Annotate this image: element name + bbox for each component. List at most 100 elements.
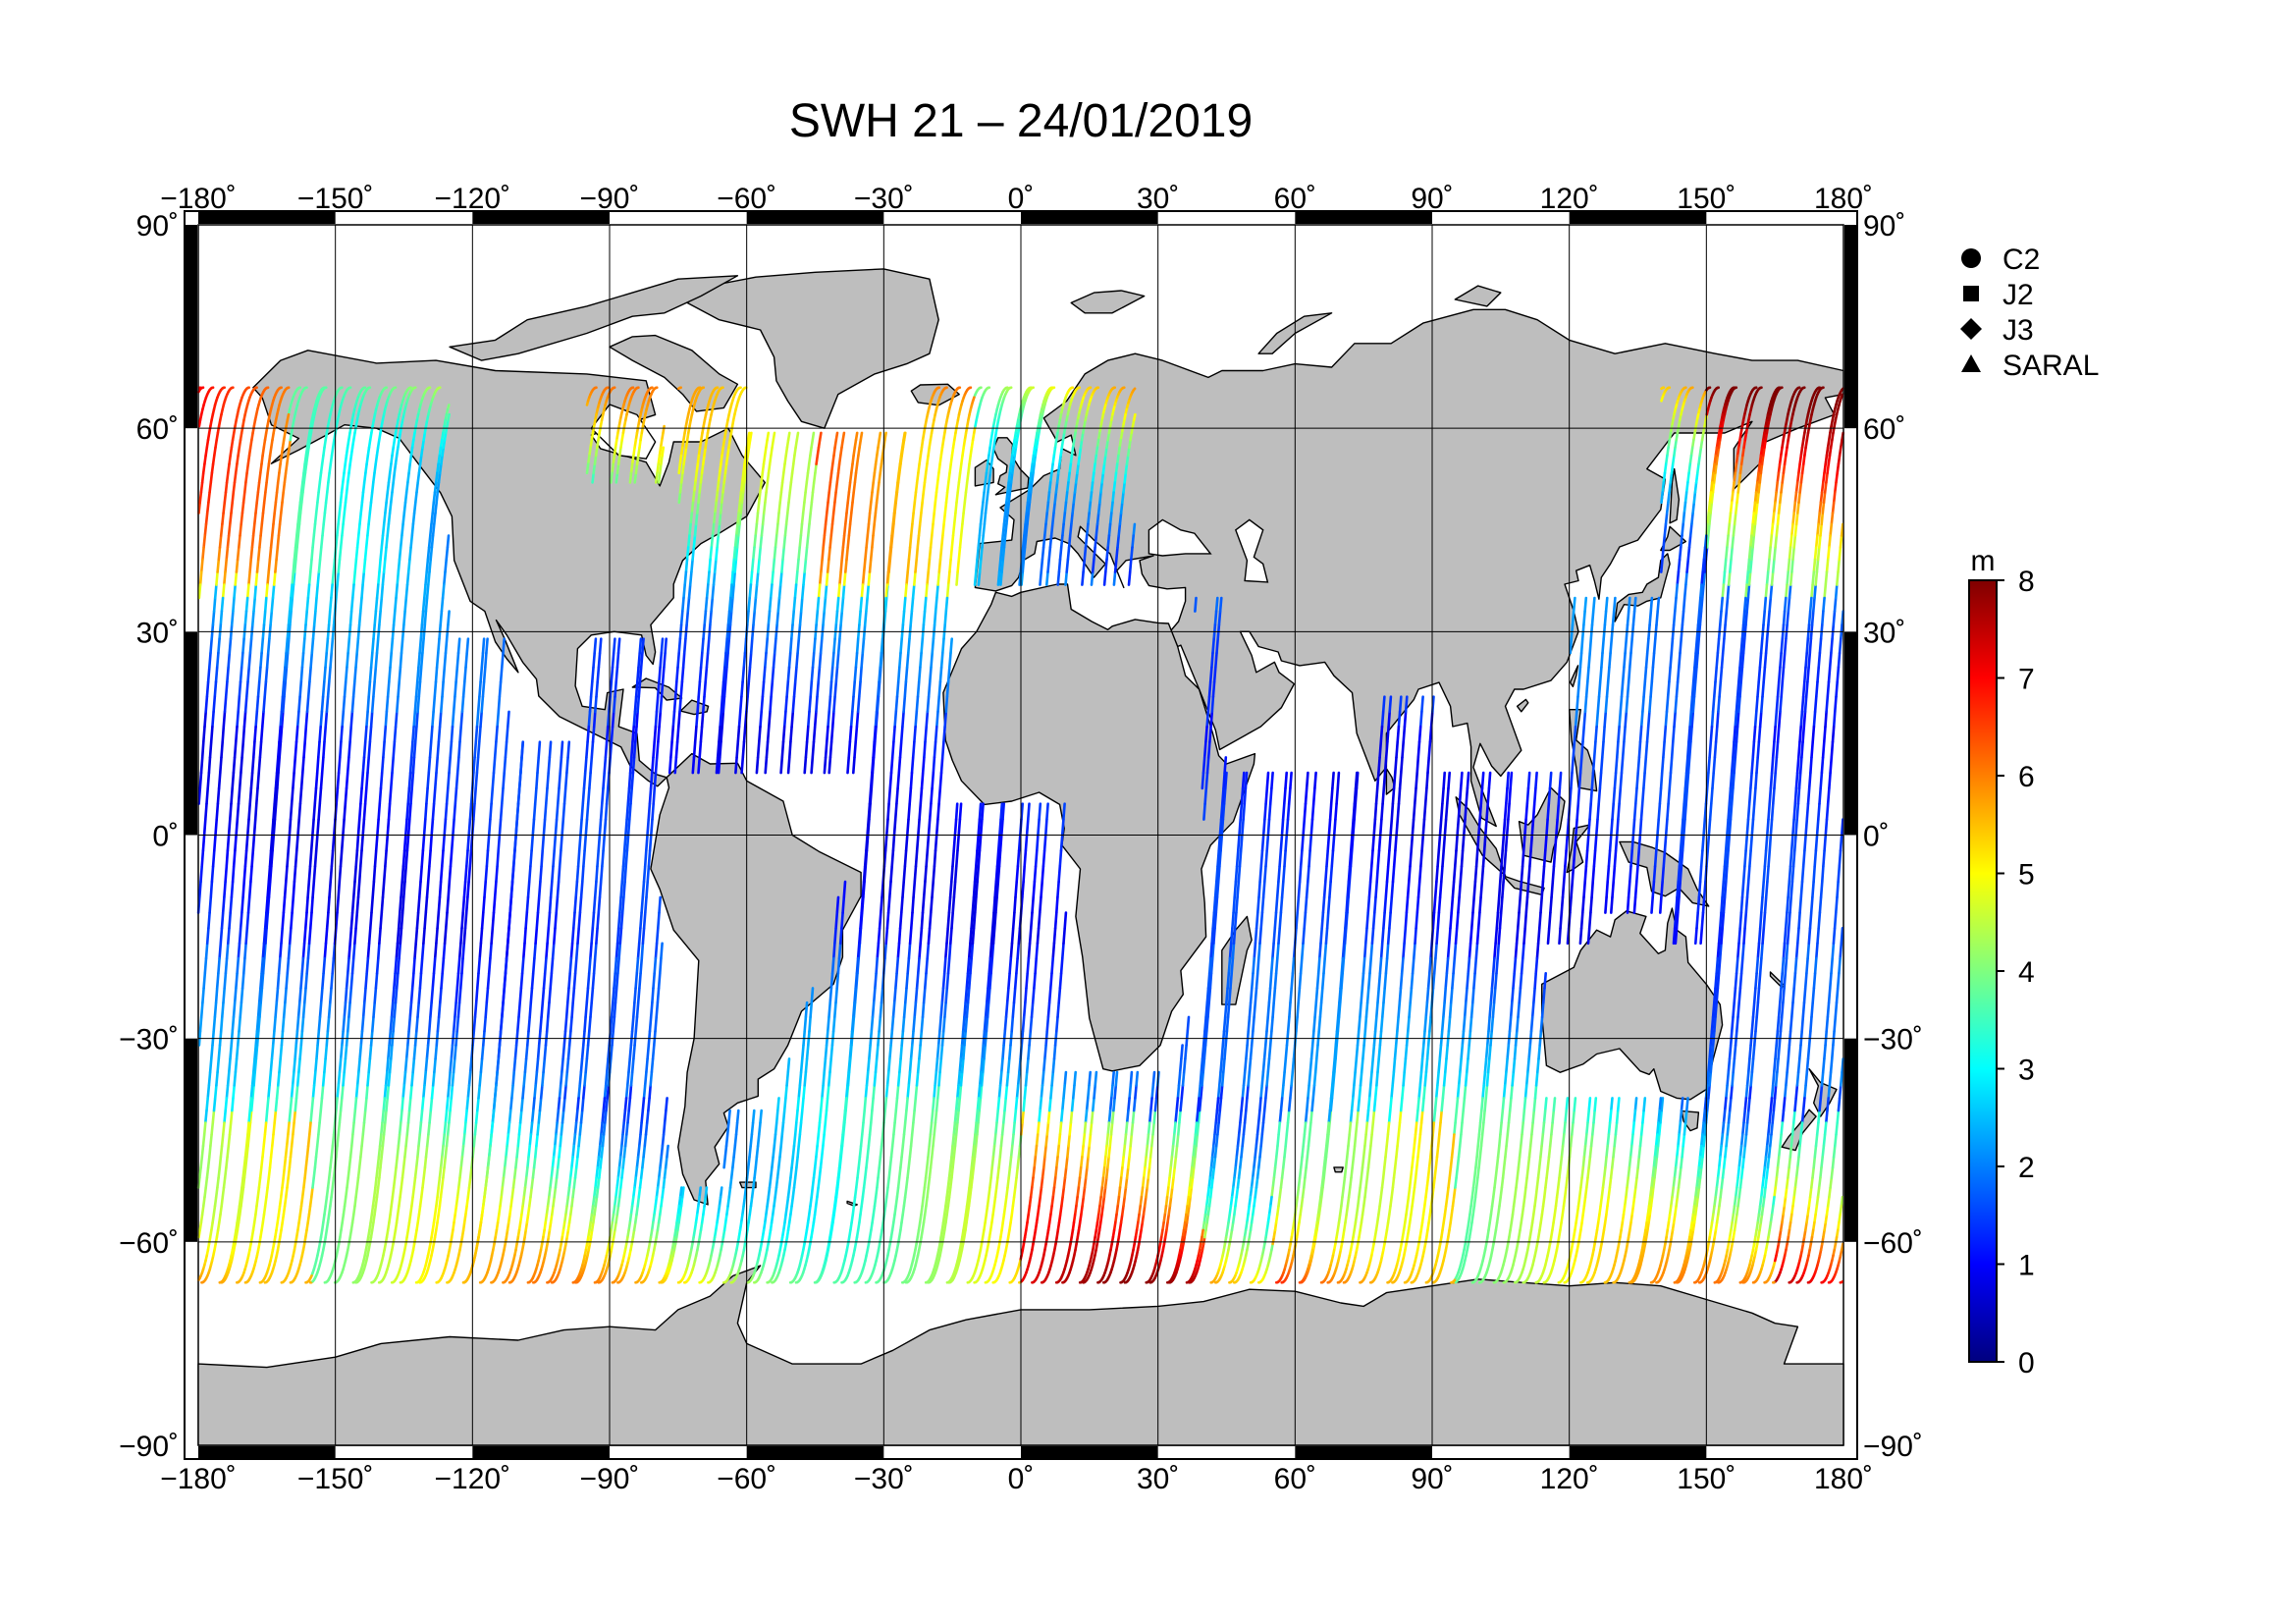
track-segment [302, 471, 307, 484]
track-segment [268, 1070, 273, 1087]
track-segment [752, 1176, 756, 1189]
track-segment [349, 971, 354, 990]
track-segment [896, 771, 901, 790]
track-segment [657, 471, 662, 484]
track-segment [613, 1001, 617, 1019]
track-segment [754, 1156, 759, 1169]
track-segment [868, 1121, 873, 1136]
track-segment [201, 1133, 206, 1148]
track-segment [714, 501, 718, 514]
track-segment [281, 491, 286, 505]
track-segment [328, 987, 333, 1004]
track-segment [590, 740, 595, 759]
frame-segment [746, 212, 884, 224]
track-segment [753, 596, 758, 613]
track-segment [779, 481, 784, 494]
track-segment [564, 1205, 568, 1217]
track-segment [339, 1044, 344, 1060]
track-segment [1006, 501, 1011, 514]
track-segment [827, 491, 831, 505]
track-segment [618, 926, 623, 946]
track-segment [585, 802, 590, 821]
satellite-track [236, 386, 344, 1284]
track-segment [590, 987, 595, 1004]
track-segment [873, 512, 878, 526]
track-segment [362, 558, 367, 573]
track-segment [521, 1084, 526, 1100]
track-segment [645, 880, 650, 899]
track-segment [579, 1057, 584, 1074]
track-segment [342, 1015, 347, 1033]
track-segment [1825, 802, 1830, 821]
track-segment [502, 987, 507, 1004]
track-segment [456, 637, 461, 655]
track-segment [438, 1195, 443, 1208]
track-segment [264, 1109, 269, 1124]
track-segment [589, 756, 594, 775]
track-segment [297, 1057, 301, 1074]
land-new-zealand-south [1781, 1109, 1817, 1152]
track-segment [1009, 471, 1014, 484]
track-segment [742, 471, 747, 484]
track-segment [545, 942, 549, 960]
track-segment [287, 1165, 292, 1179]
track-segment [828, 695, 832, 714]
track-segment [919, 446, 924, 458]
track-segment [541, 1070, 545, 1087]
track-segment [202, 818, 207, 837]
track-segment [751, 546, 756, 562]
track-segment [836, 637, 841, 655]
track-segment [630, 771, 635, 790]
track-segment [453, 802, 457, 821]
track-segment [319, 1097, 324, 1112]
track-segment [922, 1213, 927, 1224]
frame-segment [472, 212, 610, 224]
track-segment [454, 680, 457, 699]
track-segment [329, 1156, 334, 1169]
track-segment [649, 1001, 654, 1019]
track-segment [844, 1084, 849, 1100]
track-segment [259, 651, 263, 670]
track-segment [931, 880, 935, 899]
track-segment [464, 895, 469, 914]
track-segment [929, 895, 934, 914]
track-segment [613, 446, 617, 458]
track-segment [812, 471, 817, 484]
track-segment [810, 666, 815, 683]
track-segment [835, 596, 840, 613]
track-segment [318, 546, 323, 562]
track-segment [499, 802, 504, 821]
track-segment [691, 491, 696, 505]
track-segment [449, 1057, 454, 1074]
track-segment [578, 895, 583, 914]
track-segment [845, 501, 850, 514]
satellite-track [771, 431, 864, 1284]
track-segment [653, 725, 658, 744]
track-segment [912, 570, 917, 586]
track-segment [395, 695, 400, 714]
track-segment [419, 864, 424, 884]
track-segment [313, 1156, 318, 1169]
track-segment [711, 583, 716, 600]
track-segment [245, 911, 250, 930]
track-segment [390, 637, 395, 655]
frame-segment [472, 1446, 610, 1458]
track-segment [885, 570, 890, 586]
track-segment [648, 1015, 653, 1033]
track-segment [360, 491, 365, 505]
track-segment [247, 1121, 252, 1136]
track-segment [486, 834, 491, 852]
track-segment [433, 771, 438, 790]
track-segment [277, 1205, 282, 1217]
track-segment [832, 637, 836, 655]
track-segment [319, 462, 324, 475]
track-segment [492, 895, 497, 914]
track-segment [292, 1121, 295, 1136]
track-segment [509, 880, 514, 899]
track-segment [568, 1205, 573, 1217]
track-segment [340, 481, 345, 494]
track-segment [823, 596, 828, 613]
track-segment [725, 1121, 730, 1136]
track-segment [259, 987, 264, 1004]
track-segment [387, 471, 392, 484]
